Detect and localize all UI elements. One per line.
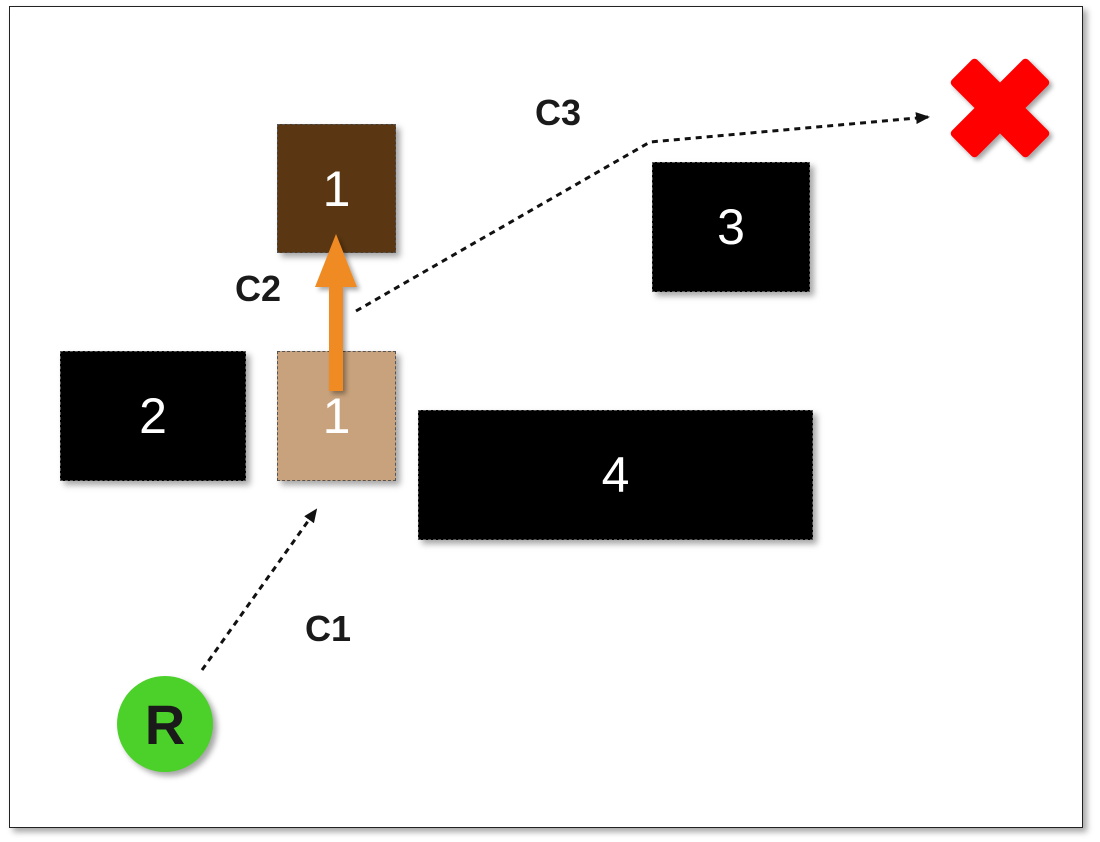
label-c3: C3 <box>535 92 582 133</box>
block-4-label: 4 <box>601 447 630 503</box>
block-3-label: 3 <box>717 199 745 255</box>
block-4: 4 <box>418 410 813 540</box>
block-3: 3 <box>652 162 810 292</box>
block-2: 2 <box>60 351 246 481</box>
block-1-start: 1 <box>277 351 396 481</box>
label-c2: C2 <box>235 268 282 309</box>
robot-label: R <box>144 692 186 756</box>
block-1-target: 1 <box>277 124 396 253</box>
block-1-target-label: 1 <box>322 160 351 217</box>
block-1-start-label: 1 <box>322 388 351 444</box>
block-2-label: 2 <box>139 388 167 444</box>
robot-marker: R <box>117 676 213 772</box>
label-c1: C1 <box>305 608 352 649</box>
